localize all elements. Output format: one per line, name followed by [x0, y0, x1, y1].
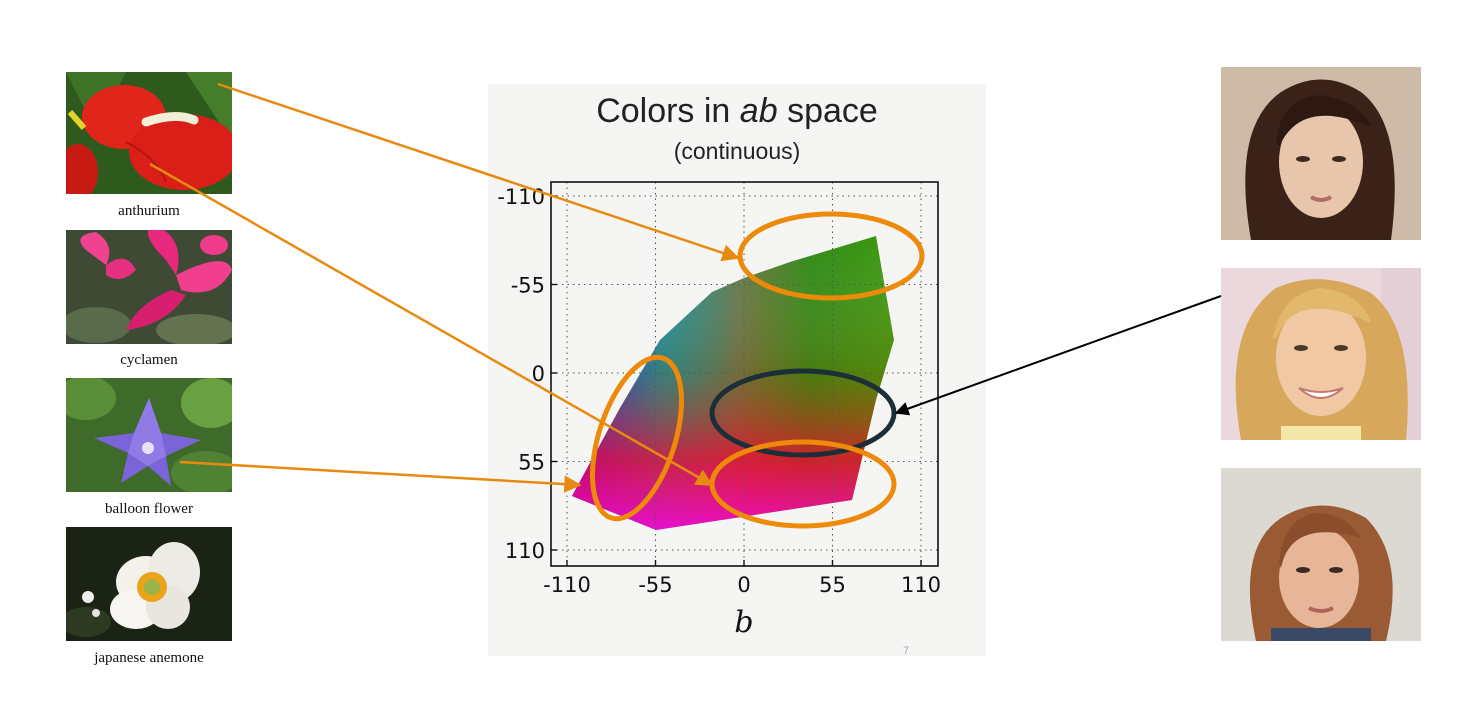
plot-subtitle: (continuous) — [673, 138, 801, 164]
plot-title-prefix: Colors in — [596, 92, 740, 130]
y-tick-label: -55 — [511, 274, 545, 298]
plot-grid — [551, 182, 938, 566]
balloon-flower-photo — [66, 378, 232, 492]
plot-title-suffix: space — [777, 92, 878, 130]
plot-ticks: -110 -55 0 55 110 -110 -55 0 55 110 — [497, 185, 941, 597]
x-tick-label: 55 — [819, 573, 846, 597]
plot-title: Colors in ab space — [488, 92, 986, 131]
x-tick-label: -55 — [638, 573, 672, 597]
portrait-dark-hair-photo — [1221, 67, 1421, 240]
flower-caption: cyclamen — [120, 352, 178, 368]
y-tick-label: 0 — [532, 362, 545, 386]
flower-caption: japanese anemone — [94, 650, 204, 666]
japanese-anemone-photo — [66, 527, 232, 641]
skin-tone-region-highlight — [709, 368, 897, 458]
x-tick-label: -110 — [543, 573, 591, 597]
blue-purple-region-highlight — [590, 354, 684, 522]
y-tick-label: 55 — [518, 451, 545, 475]
balloon-flower-to-purple-arrow — [179, 460, 582, 493]
x-tick-label: 110 — [901, 573, 941, 597]
y-tick-label: -110 — [497, 185, 545, 209]
green-region-highlight — [737, 211, 925, 301]
portrait-brown-hair-photo — [1221, 468, 1421, 641]
x-tick-label: 0 — [737, 573, 750, 597]
anthurium-to-green-arrow — [217, 82, 740, 262]
page-number: 7 — [903, 645, 910, 657]
y-tick-label: 110 — [505, 539, 545, 563]
anthurium-photo — [66, 72, 232, 194]
anthurium-to-red-arrow — [149, 162, 714, 487]
portrait-blonde-hair-photo — [1221, 268, 1421, 440]
plot-title-emphasis: ab — [739, 92, 778, 130]
x-axis-label: b — [734, 605, 753, 640]
face-to-skin-tone-arrow — [894, 295, 1222, 416]
flower-caption: balloon flower — [105, 501, 193, 517]
flower-caption: anthurium — [118, 203, 180, 219]
cyclamen-photo — [66, 230, 232, 344]
